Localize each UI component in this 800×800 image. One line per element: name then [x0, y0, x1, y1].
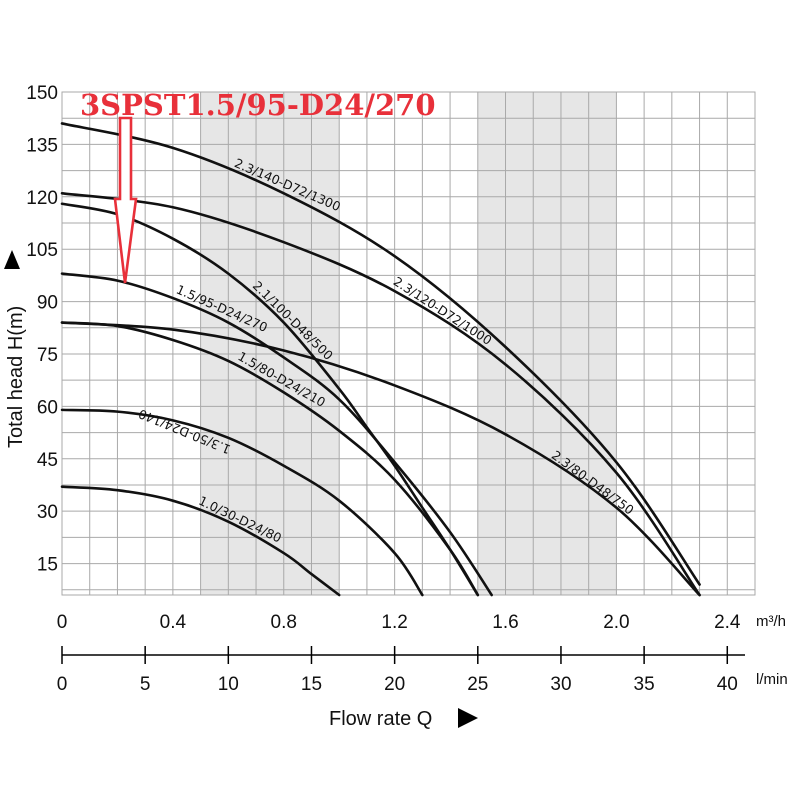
y-tick-label: 45: [37, 450, 58, 471]
x2-tick-label: 25: [467, 674, 488, 695]
y-tick-label: 90: [37, 293, 58, 314]
x-tick-label: 0: [57, 612, 68, 633]
highlight-title: 3SPST1.5/95-D24/270: [80, 88, 436, 122]
x-tick-label: 2.4: [714, 612, 741, 633]
y-tick-label: 135: [26, 135, 58, 156]
y-tick-label: 120: [26, 188, 58, 209]
x-tick-label: 1.2: [381, 612, 407, 633]
pump-curve: [60, 485, 341, 597]
x2-tick-label: 15: [301, 674, 322, 695]
x-axis-arrow: [458, 708, 478, 728]
x-tick-label: 2.0: [603, 612, 629, 633]
x2-tick-label: 5: [140, 674, 151, 695]
highlight-arrow: [113, 116, 138, 284]
x-unit-label: m³/h: [756, 613, 786, 630]
pump-curve: [60, 408, 424, 597]
x2-unit-label: l/min: [756, 671, 788, 688]
y-tick-label: 150: [26, 83, 58, 104]
pump-curve: [60, 122, 701, 586]
plot-frame: [61, 91, 756, 596]
axes: [61, 646, 745, 664]
pump-curve: [60, 202, 480, 597]
highlight-annotation: 3SPST1.5/95-D24/270: [80, 88, 436, 284]
x-tick-label: 1.6: [492, 612, 518, 633]
x2-tick-label: 35: [634, 674, 655, 695]
y-tick-label: 60: [37, 397, 58, 418]
y-tick-label: 75: [37, 345, 58, 366]
y-tick-label: 30: [37, 502, 58, 523]
x-tick-label: 0.8: [271, 612, 297, 633]
pump-curve: [60, 191, 701, 597]
x2-tick-label: 40: [717, 674, 738, 695]
y-axis-title: Total head H(m): [5, 306, 27, 448]
x2-tick-label: 20: [384, 674, 405, 695]
y-axis-arrow: [4, 250, 20, 269]
shaded-band: [477, 92, 617, 595]
pump-curve: [60, 321, 701, 597]
pump-curve: [60, 321, 480, 597]
pump-curves: [60, 122, 701, 597]
x-tick-label: 0.4: [160, 612, 187, 633]
pump-curve: [60, 272, 493, 597]
tick-labels: 0 0.4 0.8 1.2 1.6 2.0 2.4 0 5 10 15 20 25 30 35 40 15 30 4…: [26, 83, 741, 695]
x2-tick-label: 30: [550, 674, 571, 695]
x-axis-title: Flow rate Q: [329, 708, 432, 730]
y-tick-label: 105: [26, 240, 58, 261]
y-tick-label: 15: [37, 555, 58, 576]
x2-tick-label: 10: [218, 674, 239, 695]
x2-tick-label: 0: [57, 674, 68, 695]
